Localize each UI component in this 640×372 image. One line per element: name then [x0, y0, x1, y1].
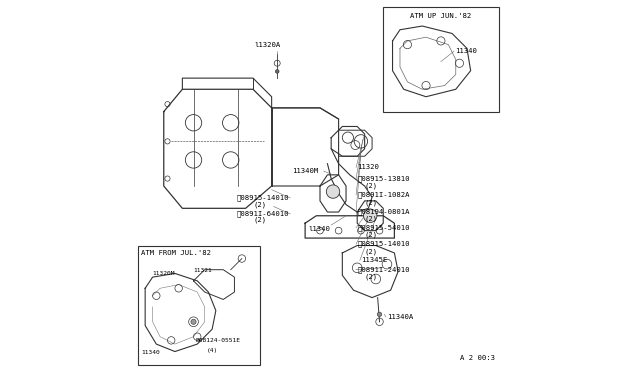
Text: 11345E: 11345E [361, 257, 387, 263]
Text: (4): (4) [207, 347, 218, 353]
Text: ⒲08194-0801A: ⒲08194-0801A [357, 208, 410, 215]
Text: (2): (2) [253, 201, 266, 208]
Circle shape [364, 209, 377, 222]
Text: l1320A: l1320A [255, 42, 281, 48]
Text: Ⓥ08915-54010: Ⓥ08915-54010 [357, 224, 410, 231]
Text: 11340M: 11340M [292, 168, 318, 174]
Text: Ⓞ08915-14010: Ⓞ08915-14010 [236, 195, 289, 201]
Text: Ⓞ0891I-64010: Ⓞ0891I-64010 [236, 211, 289, 217]
Text: 11340: 11340 [455, 48, 477, 54]
Text: (2): (2) [365, 232, 378, 238]
Text: 11320M: 11320M [152, 271, 175, 276]
Text: (2): (2) [253, 217, 266, 224]
Text: Ⓞ0891I-24010: Ⓞ0891I-24010 [357, 266, 410, 273]
Text: Ⓞ08915-14010: Ⓞ08915-14010 [357, 241, 410, 247]
Circle shape [378, 312, 381, 317]
Text: 11320: 11320 [357, 164, 379, 170]
Circle shape [275, 70, 279, 73]
Text: (2): (2) [365, 215, 378, 222]
Bar [383, 7, 499, 112]
Text: (2): (2) [365, 274, 378, 280]
Text: (2): (2) [365, 248, 378, 255]
Text: Ⓞ0891I-1082A: Ⓞ0891I-1082A [357, 192, 410, 198]
Text: (2): (2) [365, 183, 378, 189]
Text: ATM UP JUN.'82: ATM UP JUN.'82 [410, 13, 472, 19]
Text: B08124-0551E: B08124-0551E [195, 338, 241, 343]
Text: ATM FROM JUL.'82: ATM FROM JUL.'82 [141, 250, 211, 256]
Text: A 2 00:3: A 2 00:3 [460, 355, 495, 361]
Text: 11340: 11340 [141, 350, 160, 355]
Text: (2): (2) [365, 199, 378, 206]
Text: l1340: l1340 [309, 226, 331, 232]
Text: Ⓥ08915-13810: Ⓥ08915-13810 [357, 175, 410, 182]
Circle shape [326, 185, 340, 198]
Bar [138, 246, 260, 365]
Text: 11321: 11321 [193, 268, 212, 273]
Circle shape [191, 319, 196, 324]
Text: 11340A: 11340A [387, 314, 413, 320]
